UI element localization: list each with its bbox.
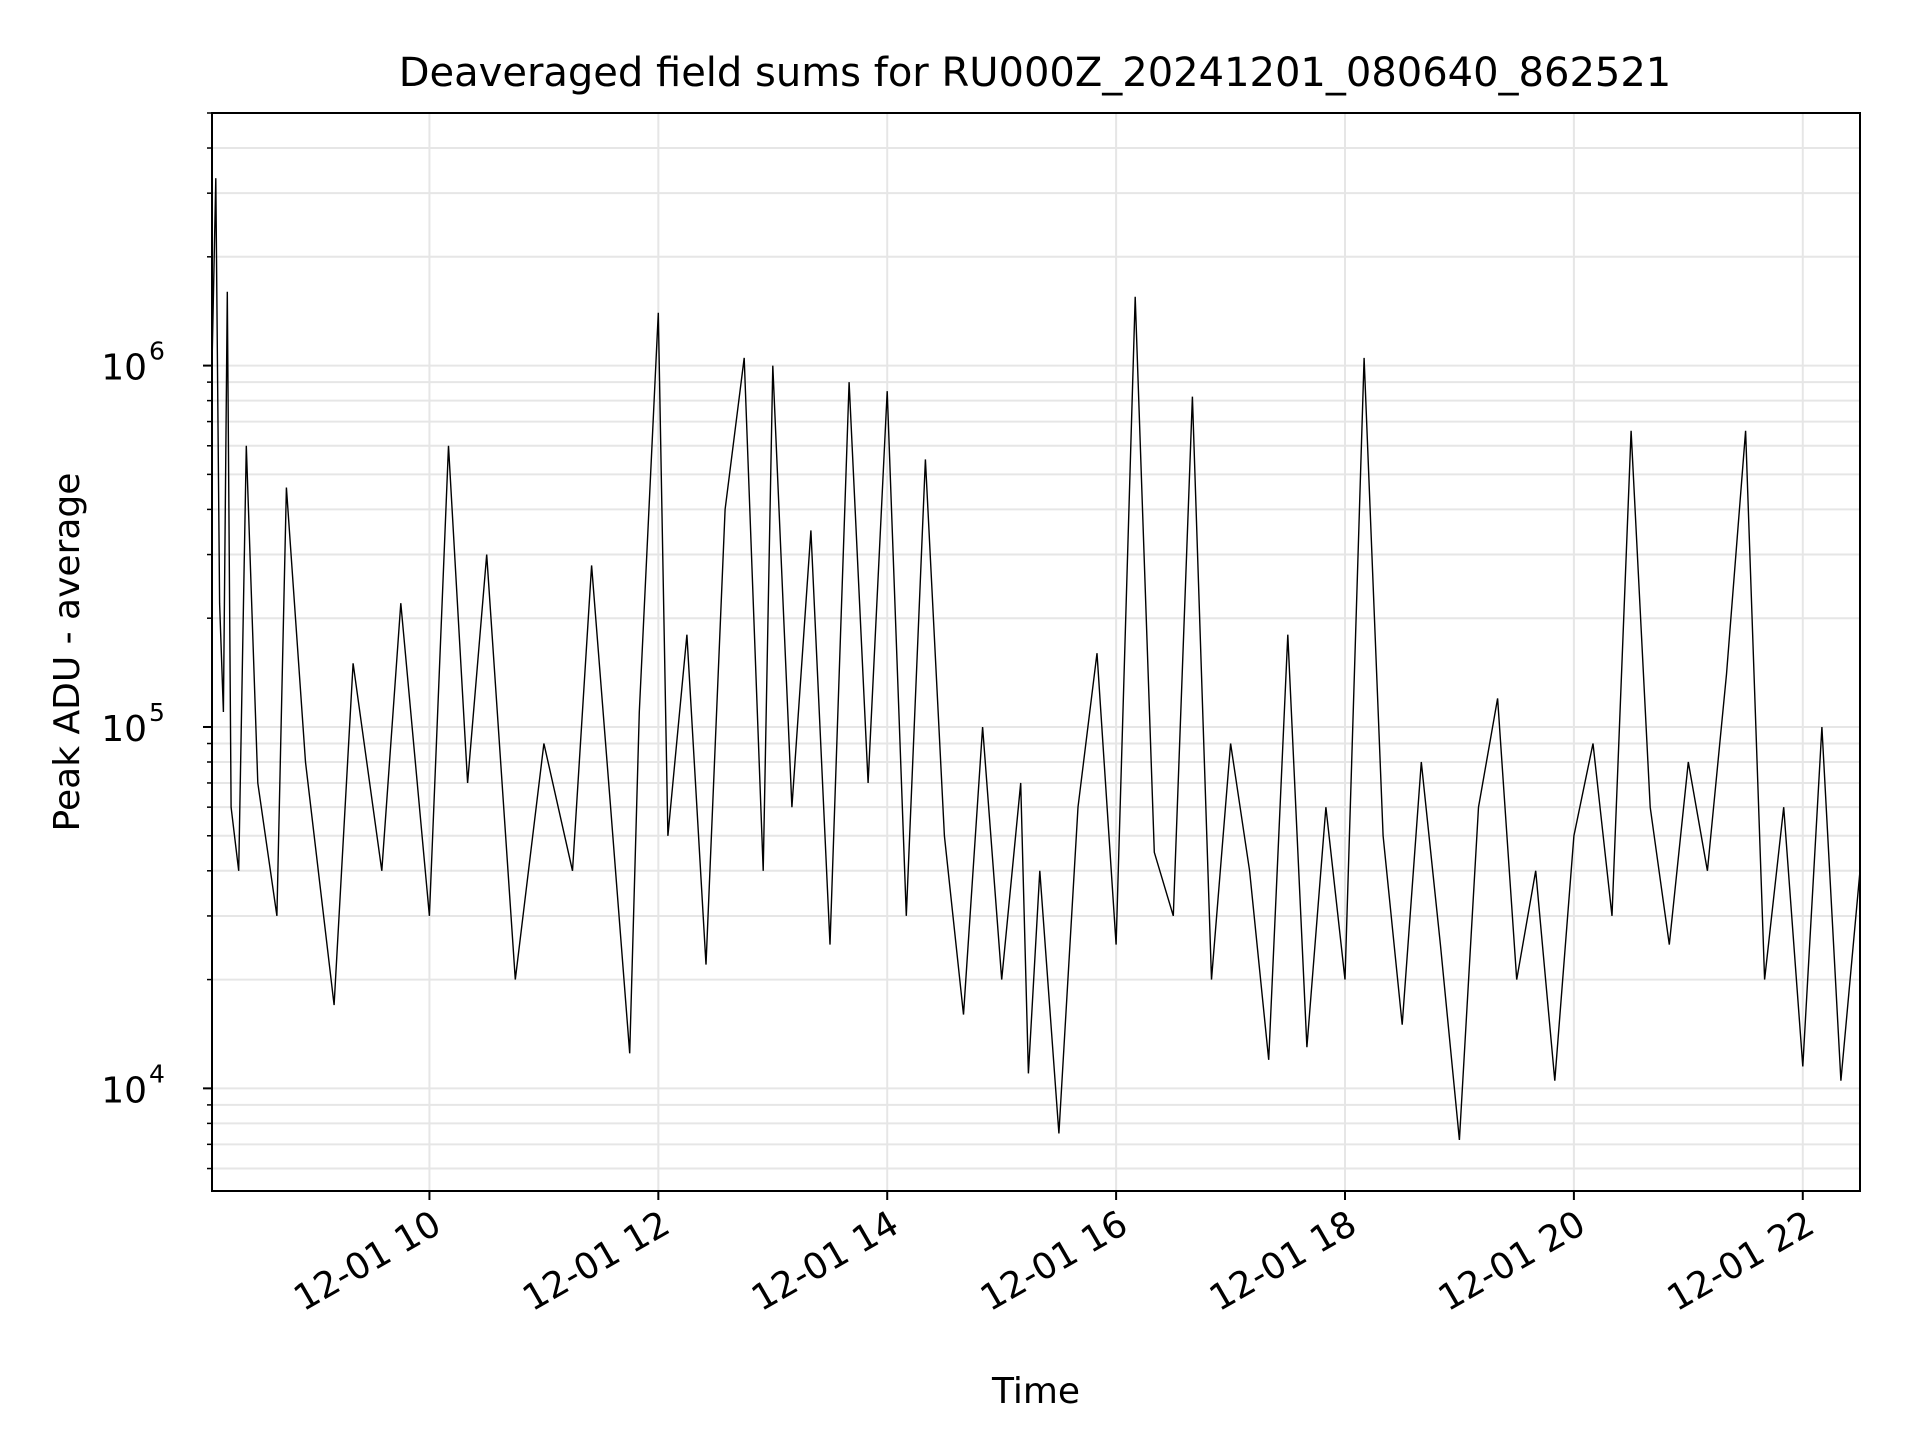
y-tick-exponent: 5 [149,698,165,727]
series-line [211,178,1861,1140]
x-axis-label: Time [991,1371,1080,1412]
y-tick-label: 10 [101,348,147,389]
y-tick-exponent: 4 [149,1059,165,1088]
grid [212,112,1860,1191]
plot-frame [211,112,1861,1192]
series-layer [211,178,1861,1140]
chart-title: Deaveraged field sums for RU000Z_2024120… [399,50,1672,96]
y-tick-label: 10 [101,709,147,750]
y-axis-label: Peak ADU - average [47,473,88,832]
y-tick-exponent: 6 [149,337,165,366]
y-tick-label: 10 [101,1070,147,1111]
